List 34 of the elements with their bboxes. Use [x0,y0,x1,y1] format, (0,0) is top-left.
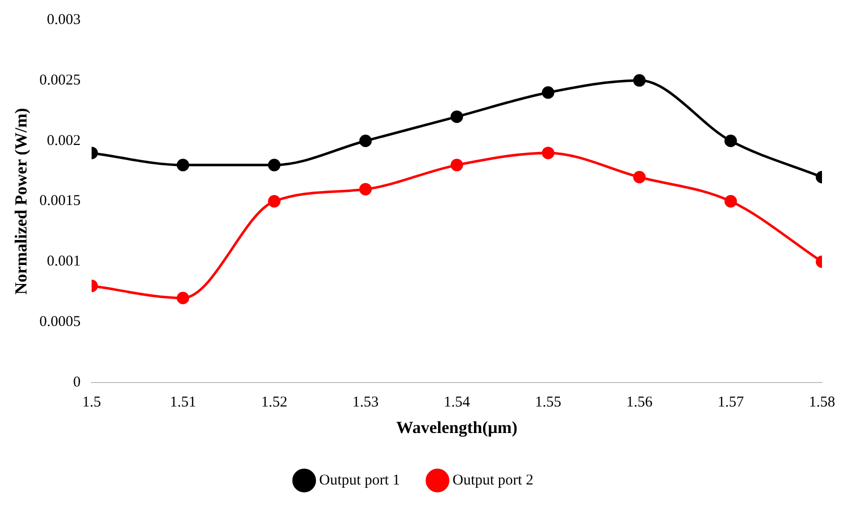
point [724,195,737,208]
point [724,134,737,148]
x-tick-label: 1.56 [626,394,654,411]
x-tick-label: 1.55 [534,394,562,411]
x-tick-label: 1.51 [170,394,196,411]
y-tick-label: 0.0005 [39,314,81,330]
x-tick-label: 1.54 [444,394,470,411]
point [268,195,280,208]
y-tick-label: 0.0025 [39,72,81,88]
x-tick-label: 1.57 [718,394,744,411]
x-axis-title: Wavelength(μm) [396,418,518,438]
point [633,74,646,87]
point [542,146,554,160]
point [176,292,190,304]
y-tick-label: 0.001 [46,254,81,270]
point [450,110,464,123]
point [359,134,372,148]
legend-label: Output port 2 [452,472,534,488]
y-tick-label: 0.003 [46,12,81,28]
x-tick-label: 1.52 [261,394,288,411]
y-tick-label: 0.002 [46,132,81,149]
point [633,170,646,184]
point [450,158,464,172]
x-tick-label: 1.53 [352,394,379,411]
legend-label: Output port 1 [319,472,400,488]
x-tick-label: 1.58 [808,394,836,411]
y-axis-title: Normalized Power (W/m) [12,108,31,295]
point [176,158,190,172]
x-tick-label: 1.5 [82,394,102,411]
y-tick-label: 0 [73,374,81,391]
point [359,182,372,196]
point [542,86,554,99]
y-tick-label: 0.0015 [39,193,81,210]
point [268,158,280,172]
